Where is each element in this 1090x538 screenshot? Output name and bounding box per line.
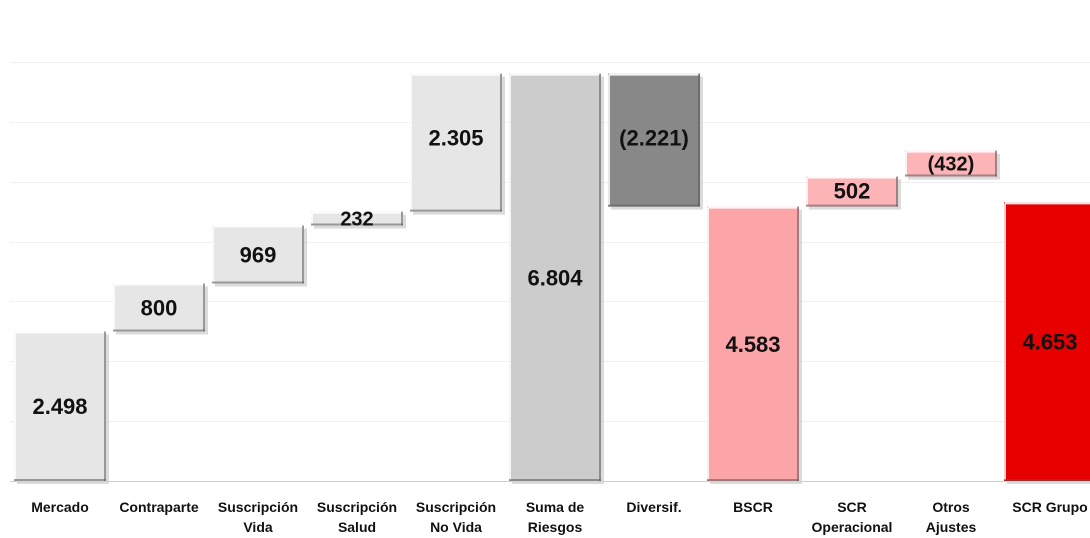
data-label-4: 232 (340, 209, 373, 231)
data-label-2: 800 (141, 295, 178, 320)
category-label-line: SCR (837, 499, 867, 515)
data-label-7: (2.221) (619, 126, 689, 151)
category-label-11: SCR Grupo (1012, 499, 1087, 515)
category-label-line: Riesgos (528, 519, 583, 535)
data-label-1: 2.498 (32, 394, 87, 419)
category-label-4: Suscripción Salud (317, 499, 397, 535)
bar-body (14, 331, 106, 481)
bar-body (707, 206, 799, 482)
data-label-9: 502 (834, 179, 871, 204)
data-label-5: 2.305 (428, 126, 483, 151)
category-label-line: SCR Grupo (1012, 499, 1087, 515)
bar-8 (707, 206, 802, 485)
category-label-7: Diversif. (626, 499, 681, 515)
data-label-10: (432) (928, 154, 975, 176)
bar-body (212, 225, 304, 284)
data-labels: 2.498 800 969 232 2.305 6.804 (2.221) 4.583 502 (… (32, 126, 1077, 420)
bar-6 (509, 73, 604, 484)
bar-body (113, 283, 205, 332)
bar-body (410, 73, 502, 212)
bar-10 (905, 150, 1000, 180)
category-label-line: Ajustes (926, 519, 977, 535)
bar-body (1004, 202, 1090, 481)
data-label-11: 4.653 (1022, 330, 1077, 355)
category-label-3: Suscripción Vida (218, 499, 298, 535)
category-label-6: Suma de Riesgos (526, 499, 585, 535)
data-label-8: 4.583 (725, 332, 780, 357)
category-label-line: Suscripción (218, 499, 298, 515)
category-label-line: Suscripción (416, 499, 496, 515)
category-label-2: Contraparte (119, 499, 199, 515)
category-label-line: Operacional (812, 519, 893, 535)
data-label-6: 6.804 (527, 265, 583, 290)
category-label-line: No Vida (430, 519, 482, 535)
data-label-3: 969 (240, 243, 277, 268)
bar-body (905, 150, 997, 177)
bar-7 (608, 73, 703, 210)
category-label-line: Suscripción (317, 499, 397, 515)
category-label-line: Salud (338, 519, 376, 535)
category-label-9: SCR Operacional (812, 499, 893, 535)
category-label-1: Mercado (31, 499, 89, 515)
bar-body (509, 73, 601, 481)
category-label-line: Diversif. (626, 499, 681, 515)
bars (14, 73, 1090, 485)
category-label-5: Suscripción No Vida (416, 499, 496, 535)
bar-4 (311, 211, 406, 229)
category-label-10: Otros Ajustes (926, 499, 977, 535)
bar-11 (1004, 202, 1090, 484)
bar-2 (113, 283, 208, 335)
category-label-line: Mercado (31, 499, 89, 515)
bar-body (806, 176, 898, 207)
category-label-line: Vida (243, 519, 273, 535)
category-label-8: BSCR (733, 499, 773, 515)
bar-3 (212, 225, 307, 287)
bar-body (608, 73, 700, 207)
category-label-line: Otros (932, 499, 970, 515)
bar-1 (14, 331, 109, 484)
bar-body (311, 211, 403, 226)
category-labels: Mercado Contraparte Suscripción VidaSuscrip… (31, 499, 1088, 535)
category-label-line: Contraparte (119, 499, 199, 515)
bar-5 (410, 73, 505, 215)
category-label-line: Suma de (526, 499, 585, 515)
bar-9 (806, 176, 901, 210)
category-label-line: BSCR (733, 499, 773, 515)
